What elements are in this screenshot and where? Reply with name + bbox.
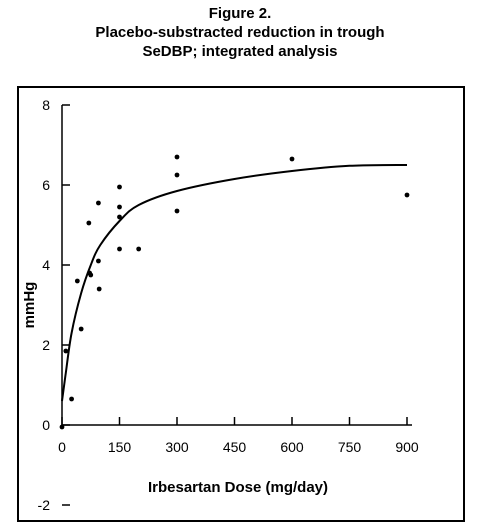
y-tick-label: 2	[42, 337, 50, 353]
chart-subtitle-line-1: Placebo-substracted reduction in trough	[95, 24, 385, 41]
data-point	[117, 184, 122, 190]
data-point	[96, 200, 101, 206]
x-tick-label: 0	[58, 439, 66, 455]
data-point	[289, 156, 295, 162]
y-tick-label: 8	[42, 97, 50, 113]
data-point	[96, 258, 101, 264]
data-point	[88, 272, 94, 278]
data-point	[96, 286, 102, 292]
data-point	[174, 208, 180, 214]
chart-title-block: Figure 2. Placebo-substracted reduction …	[0, 4, 480, 61]
x-tick-label: 300	[165, 439, 189, 455]
data-point	[117, 204, 122, 210]
x-tick-label: 900	[395, 439, 419, 455]
y-axis-label: mmHg	[21, 282, 38, 329]
data-point	[174, 154, 180, 160]
x-tick-label: 600	[280, 439, 304, 455]
chart-frame	[17, 86, 465, 522]
x-axis-label: Irbesartan Dose (mg/day)	[148, 479, 328, 496]
data-point	[78, 326, 84, 332]
data-point	[117, 246, 122, 252]
data-point	[74, 278, 80, 284]
x-tick-label: 450	[223, 439, 247, 455]
data-point	[136, 246, 142, 252]
x-axis-ticks: 0 150 300 450 600 750 900	[58, 417, 419, 455]
data-point	[59, 424, 65, 430]
x-tick-label: 150	[108, 439, 132, 455]
scatter-points	[59, 154, 410, 430]
chart-subtitle-line-2: SeDBP; integrated analysis	[142, 43, 338, 60]
data-point	[117, 214, 122, 220]
data-point	[404, 192, 410, 198]
data-point	[69, 396, 74, 402]
y-axis-ticks: -2 0 2 4 6 8	[38, 97, 70, 513]
y-tick-label: 0	[42, 417, 50, 433]
fit-curve	[61, 164, 408, 402]
x-tick-label: 750	[338, 439, 362, 455]
chart-title: Figure 2.	[208, 5, 272, 22]
y-tick-label: 6	[42, 177, 50, 193]
y-tick-label: -2	[38, 497, 51, 513]
y-tick-label: 4	[42, 257, 50, 273]
data-point	[174, 172, 180, 178]
data-point	[63, 348, 69, 354]
data-point	[86, 220, 92, 226]
